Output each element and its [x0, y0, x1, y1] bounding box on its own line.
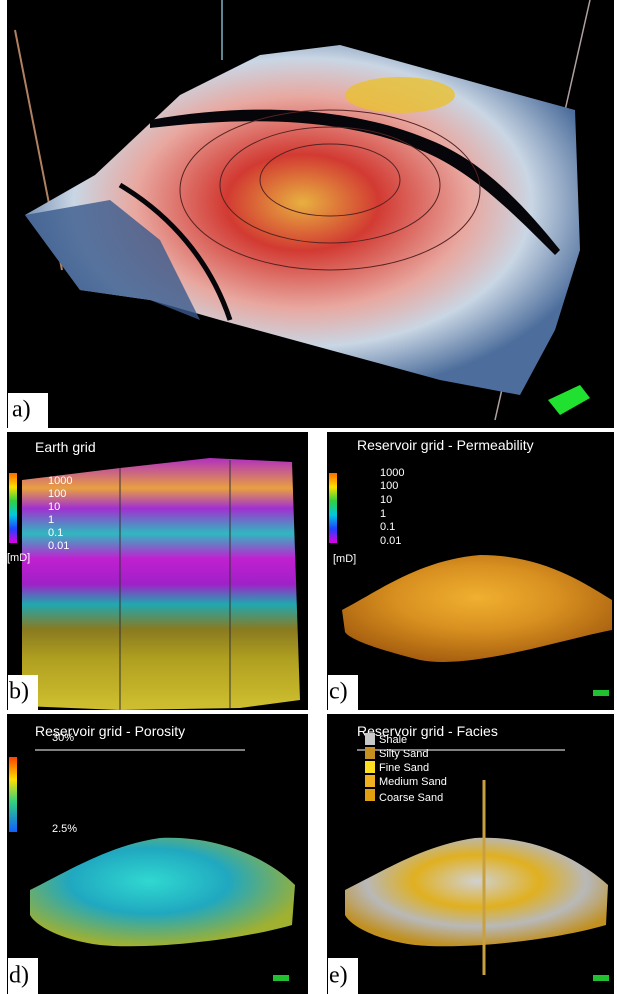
legend-label: 100: [380, 480, 398, 492]
legend-label: 1: [48, 514, 54, 526]
legend-label: 100: [48, 488, 66, 500]
figure: a) Earth grid 1000 100 10 1 0.1 0.01 [mD…: [0, 0, 617, 994]
panel-d: Reservoir grid - Porosity 30% 2.5% d): [7, 714, 308, 994]
legend-label: Shale: [379, 734, 407, 746]
legend-label: 2.5%: [52, 823, 77, 835]
panel-e: Reservoir grid - Facies Shale Silty Sand…: [327, 714, 614, 994]
legend-label: Medium Sand: [379, 776, 447, 788]
colorbar: [329, 473, 337, 543]
panel-label: d): [9, 963, 29, 989]
legend-unit: [mD]: [333, 553, 356, 565]
orientation-icon: [273, 975, 289, 981]
high: [345, 77, 455, 113]
panel-label: a): [12, 397, 31, 423]
panel-title: Reservoir grid - Permeability: [357, 437, 534, 453]
body: a) Earth grid 1000 100 10 1 0.1 0.01 [mD…: [0, 0, 617, 994]
legend-label: 1000: [380, 467, 404, 479]
legend-label: 10: [48, 501, 60, 513]
legend-swatch: [365, 747, 375, 759]
legend-label: 10: [380, 494, 392, 506]
panel-a: a): [7, 0, 614, 428]
legend-swatch: [365, 761, 375, 773]
legend-label: 1: [380, 508, 386, 520]
legend-label: 1000: [48, 475, 72, 487]
panel-label: b): [9, 679, 29, 705]
legend-swatch: [365, 775, 375, 787]
colorbar: [9, 473, 17, 543]
legend-swatch: [365, 733, 375, 745]
orientation-icon: [593, 975, 609, 981]
legend-label: Fine Sand: [379, 762, 429, 774]
panel-label: e): [329, 963, 348, 989]
legend-unit: [mD]: [7, 552, 30, 564]
legend-label: 0.1: [380, 521, 395, 533]
legend-label: 0.01: [380, 535, 401, 547]
legend-label: 30%: [52, 732, 74, 744]
legend-swatch: [365, 789, 375, 801]
page: Reservoir model figure {"panels": [ {"la…: [0, 0, 617, 994]
colorbar: [9, 757, 17, 832]
orientation-icon: [593, 690, 609, 696]
legend-label: Silty Sand: [379, 748, 429, 760]
panel-c: Reservoir grid - Permeability 1000 100 1…: [327, 432, 614, 710]
panel-label: c): [329, 679, 348, 705]
panel-b: Earth grid 1000 100 10 1 0.1 0.01 [mD] b…: [7, 432, 308, 710]
legend-label: Coarse Sand: [379, 792, 443, 804]
legend-label: 0.01: [48, 540, 69, 552]
panel-title: Earth grid: [35, 439, 96, 455]
legend-label: 0.1: [48, 527, 63, 539]
